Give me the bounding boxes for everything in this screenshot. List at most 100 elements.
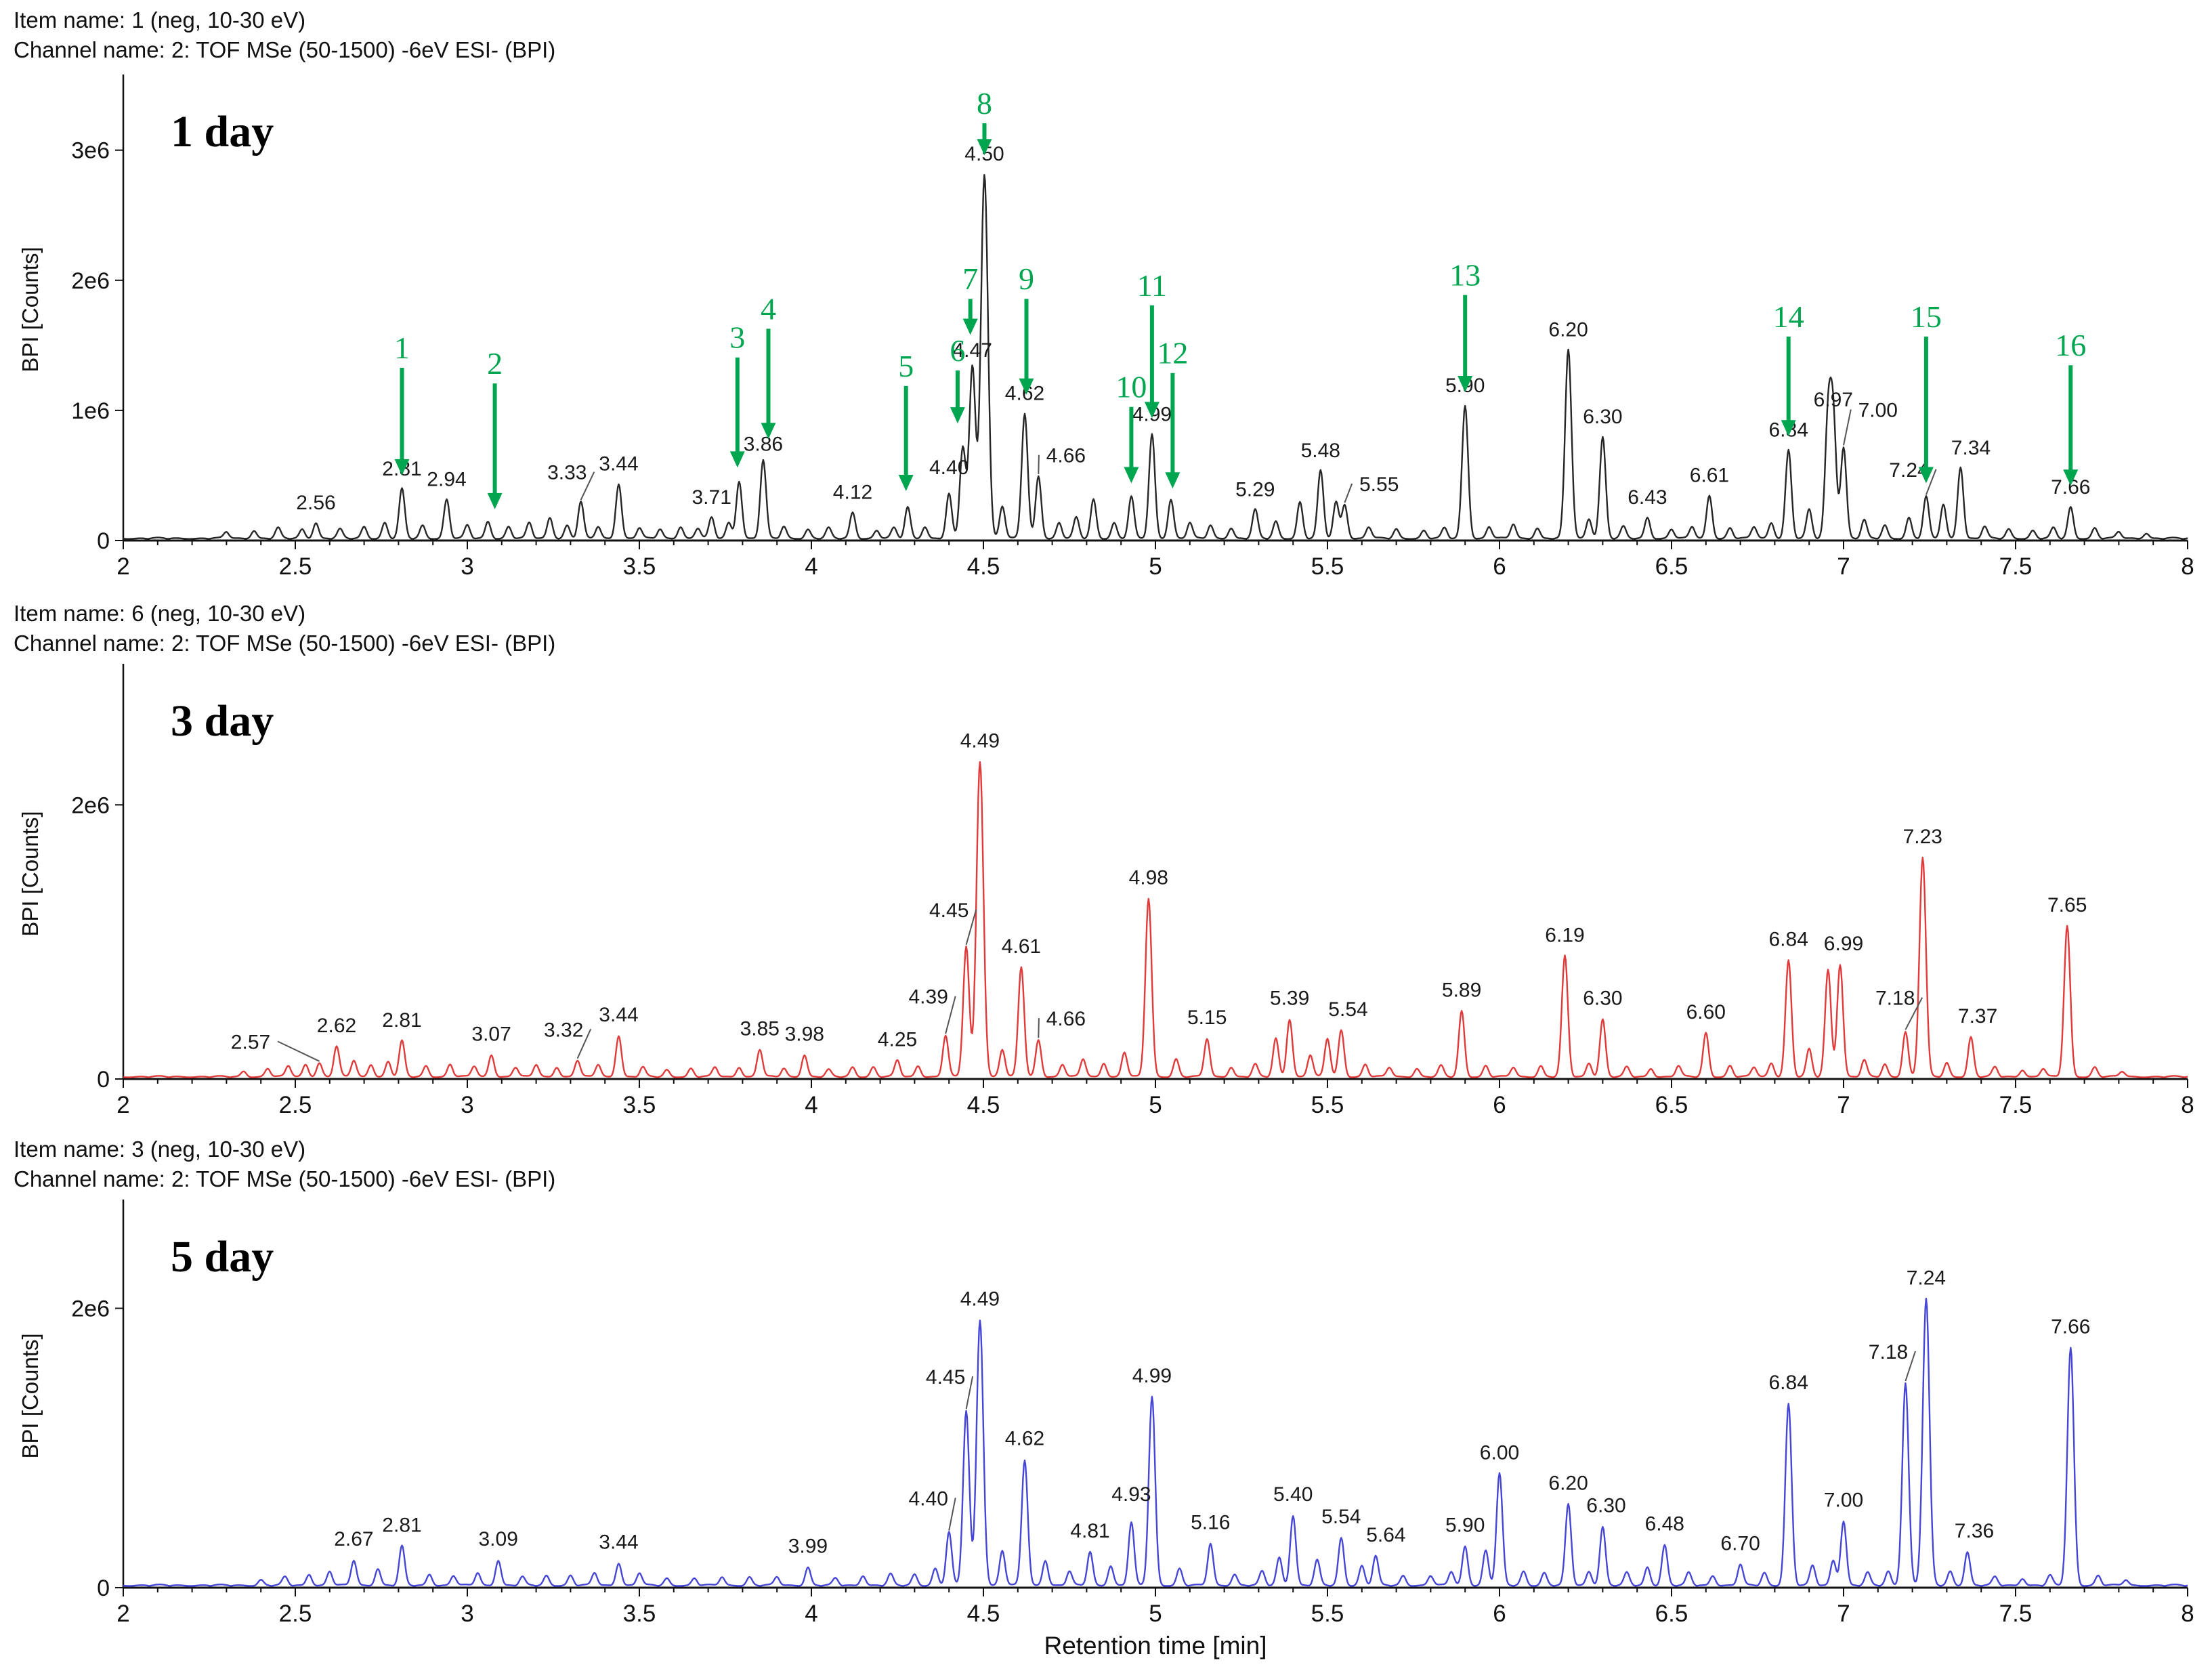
x-tick-label: 2 [116,553,129,580]
x-tick-label: 7 [1837,1601,1850,1627]
peak-label: 6.70 [1720,1532,1760,1554]
peak-label-leader [1905,1351,1916,1382]
x-tick-label: 3.5 [623,553,656,580]
channel-name-line: Channel name: 2: TOF MSe (50-1500) -6eV … [14,37,556,62]
peak-label: 5.55 [1359,473,1399,496]
peak-label-leader [948,1498,956,1531]
peak-label-leader [965,909,977,946]
y-axis-title: BPI [Counts] [18,247,43,372]
peak-label: 3.09 [479,1528,518,1550]
peak-label: 6.99 [1824,933,1863,955]
x-tick-label: 5 [1149,553,1162,580]
peak-annotation-number: 11 [1137,268,1167,303]
peak-label: 2.62 [317,1015,356,1037]
x-tick-label: 7.5 [1999,553,2033,580]
peak-label: 4.45 [929,899,969,922]
panel-2-header: Item name: 6 (neg, 10-30 eV) Channel nam… [9,599,2212,658]
x-tick-label: 4.5 [967,1092,1000,1118]
peak-annotation-number: 7 [962,261,978,296]
peak-label: 5.16 [1191,1511,1230,1533]
peak-label: 7.65 [2047,894,2087,916]
peak-label: 6.30 [1583,406,1622,428]
peak-label: 7.34 [1951,437,1991,459]
x-tick-label: 2.5 [279,553,312,580]
peak-annotation-arrowhead [1458,376,1473,392]
peak-annotation-arrowhead [1165,472,1181,489]
peak-label: 3.44 [599,452,638,475]
peak-label: 6.43 [1628,486,1667,509]
panel-3-day: Item name: 6 (neg, 10-30 eV) Channel nam… [9,599,2212,1132]
x-tick-label: 6.5 [1655,553,1688,580]
peak-label: 7.18 [1875,988,1915,1010]
peak-annotation-number: 12 [1157,336,1188,370]
x-tick-label: 8 [2181,553,2194,580]
x-tick-label: 6 [1493,553,1506,580]
x-tick-label: 2.5 [279,1601,312,1627]
x-tick-label: 3 [461,1601,473,1627]
peak-label-leader [1925,469,1937,495]
peak-label: 3.98 [785,1023,824,1045]
peak-label: 7.23 [1903,826,1942,848]
panel-title: 1 day [171,107,274,156]
x-tick-label: 3 [461,553,473,580]
peak-label: 4.12 [833,482,872,504]
peak-annotation-arrowhead [1144,402,1160,419]
peak-label-leader [1038,454,1040,474]
x-tick-label: 7.5 [1999,1092,2033,1118]
peak-label-leader [1344,483,1353,503]
peak-annotation-number: 13 [1449,258,1481,293]
peak-annotation-number: 4 [761,291,776,326]
panel-title: 3 day [171,696,274,746]
peak-label: 4.98 [1129,867,1168,889]
x-tick-label: 5.5 [1311,553,1344,580]
peak-annotation-arrowhead [962,318,978,335]
peak-label: 4.66 [1046,445,1086,467]
peak-label: 2.67 [334,1528,373,1550]
peak-annotation-number: 8 [977,86,992,121]
peak-label: 4.93 [1111,1483,1151,1506]
peak-label: 3.33 [547,462,587,484]
y-tick-label: 3e6 [71,138,110,164]
chromatogram-trace [123,761,2188,1078]
x-tick-label: 3.5 [623,1092,656,1118]
peak-annotation-arrowhead [761,423,776,440]
y-tick-label: 0 [97,528,110,554]
peak-label: 6.60 [1686,1001,1726,1023]
peak-label: 5.40 [1273,1483,1313,1506]
peak-label: 4.40 [929,457,969,479]
peak-annotation-number: 9 [1019,261,1034,296]
peak-annotation-arrowhead [487,492,503,509]
item-name-line: Item name: 1 (neg, 10-30 eV) [14,7,306,33]
peak-label: 5.29 [1235,479,1275,501]
peak-label: 6.61 [1690,465,1729,487]
peak-label-leader [1905,997,1923,1030]
x-tick-label: 2 [116,1092,129,1118]
chromatogram-3-day: BPI [Counts] 2 2.5 3 3.5 4 4.5 5 5.5 6 6.5 7 7.5 8 0 2e… [9,661,2212,1132]
peak-label-leader [277,1040,320,1062]
peak-label: 6.30 [1583,988,1622,1010]
peak-annotation-arrowhead [394,459,410,475]
peak-label: 2.57 [231,1032,270,1054]
peak-label: 6.30 [1586,1495,1625,1517]
peak-label: 2.81 [382,1009,421,1032]
peak-label-leader [965,1376,974,1410]
peak-annotation-arrowhead [1019,378,1034,395]
peak-label: 7.37 [1958,1005,1997,1028]
peak-label: 7.00 [1824,1489,1863,1511]
peak-annotation-arrowhead [1124,467,1139,484]
x-tick-label: 4 [805,1092,817,1118]
x-tick-label: 6.5 [1655,1092,1688,1118]
y-tick-label: 2e6 [71,1296,110,1322]
peak-label: 7.66 [2051,1316,2090,1338]
x-tick-label: 4 [805,553,817,580]
peak-label: 5.15 [1187,1007,1227,1029]
chromatogram-trace [123,1297,2188,1587]
x-tick-label: 5.5 [1311,1601,1344,1627]
peak-label: 3.99 [788,1536,828,1558]
peak-label: 6.84 [1769,929,1808,951]
peak-label: 2.56 [296,492,335,514]
chromatogram-1-day: BPI [Counts] 2 2.5 3 3.5 4 4.5 5 5.5 6 6.5 7 7.5 8 0 1e… [9,68,2212,596]
chromatogram-svg: BPI [Counts] 2 2.5 3 3.5 4 4.5 5 5.5 6 6.5 7 7.5 8 0 2e… [18,664,2194,1118]
panel-3-header: Item name: 3 (neg, 10-30 eV) Channel nam… [9,1135,2212,1194]
